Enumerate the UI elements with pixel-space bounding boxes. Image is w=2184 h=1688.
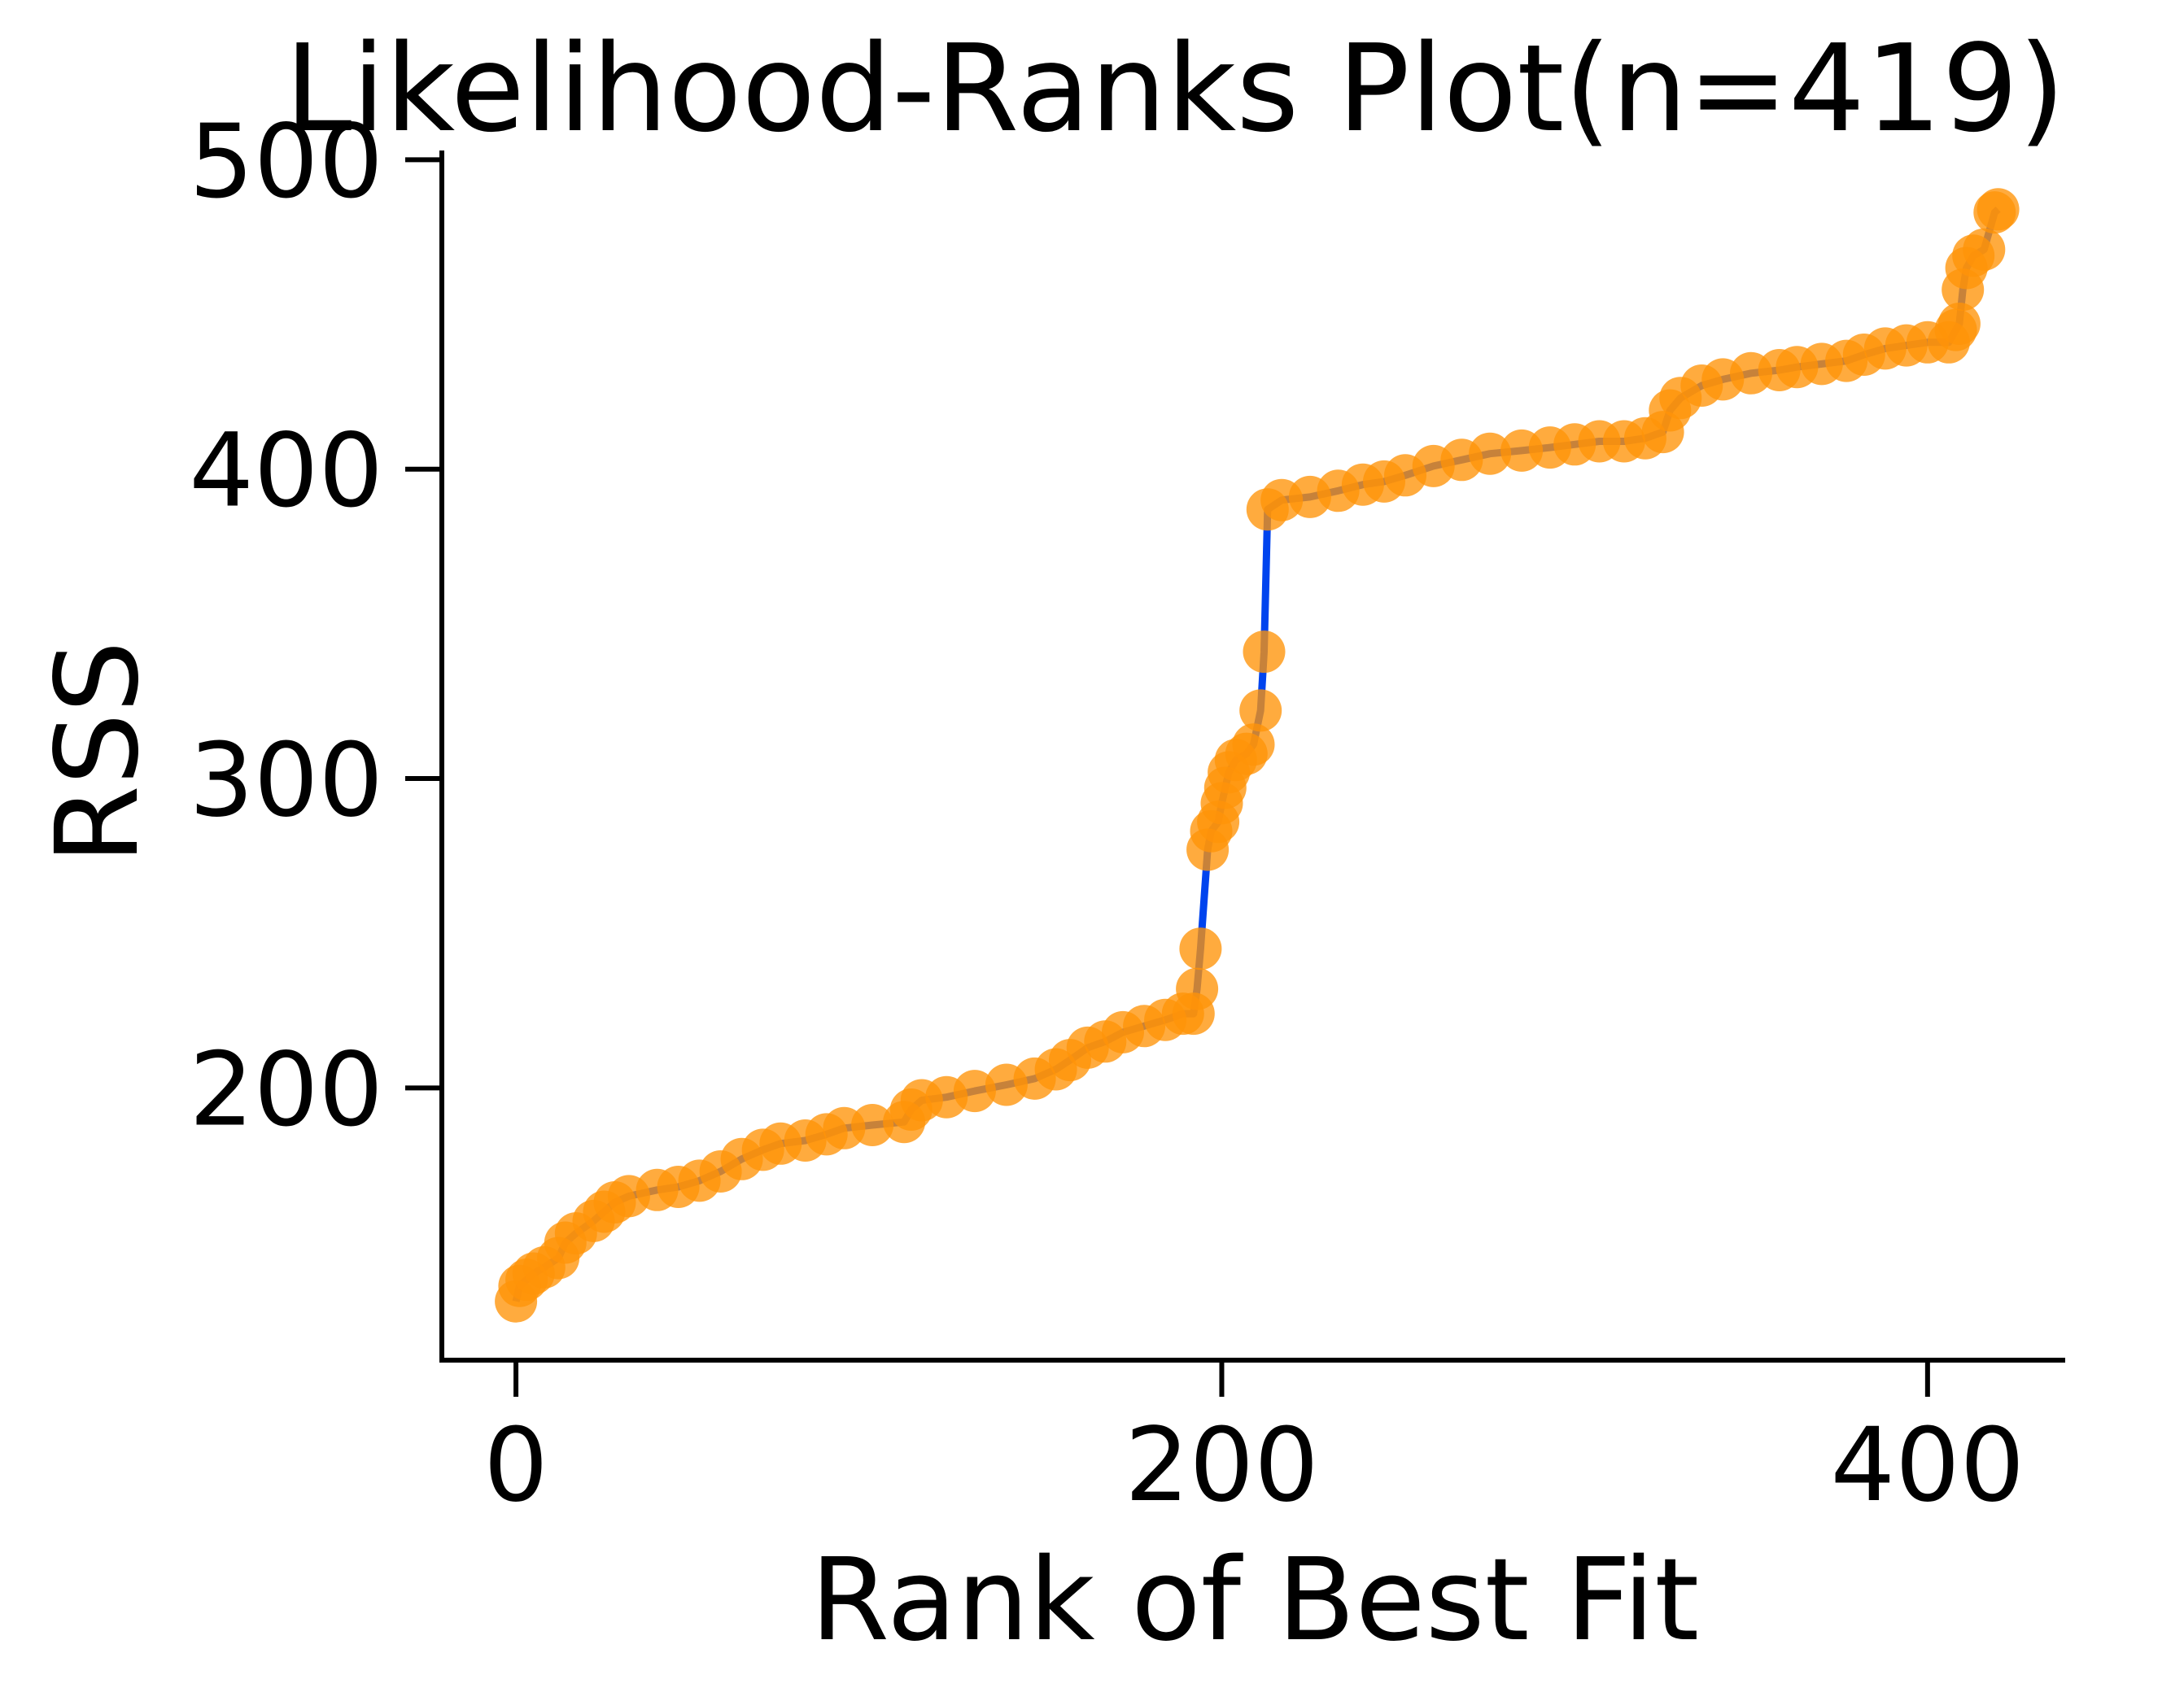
x-ticks: 0 200 400 (483, 1360, 2025, 1524)
y-ticks: 200 300 400 500 (189, 103, 442, 1149)
data-point (953, 1070, 996, 1113)
data-point (1176, 967, 1219, 1010)
data-point (1977, 188, 2020, 231)
x-tick-label: 0 (483, 1407, 548, 1524)
data-point (1239, 689, 1282, 732)
series-layer (495, 188, 2020, 1323)
y-tick-label: 200 (189, 1031, 383, 1149)
y-tick-label: 400 (189, 412, 383, 530)
y-tick-label: 300 (189, 722, 383, 840)
x-tick-label: 400 (1831, 1407, 2025, 1524)
data-point (1937, 303, 1981, 345)
data-point (1963, 228, 2006, 271)
y-axis-title: RSS (32, 640, 164, 864)
chart-title: Likelihood-Ranks Plot(n=419) (285, 19, 2065, 159)
data-point (1243, 630, 1286, 674)
x-tick-label: 200 (1125, 1407, 1319, 1524)
data-point (851, 1104, 894, 1146)
data-point (1469, 432, 1512, 475)
x-axis-title: Rank of Best Fit (810, 1534, 1699, 1667)
data-point (1232, 723, 1275, 766)
data-point (1179, 927, 1222, 970)
y-tick-label: 500 (189, 103, 383, 220)
